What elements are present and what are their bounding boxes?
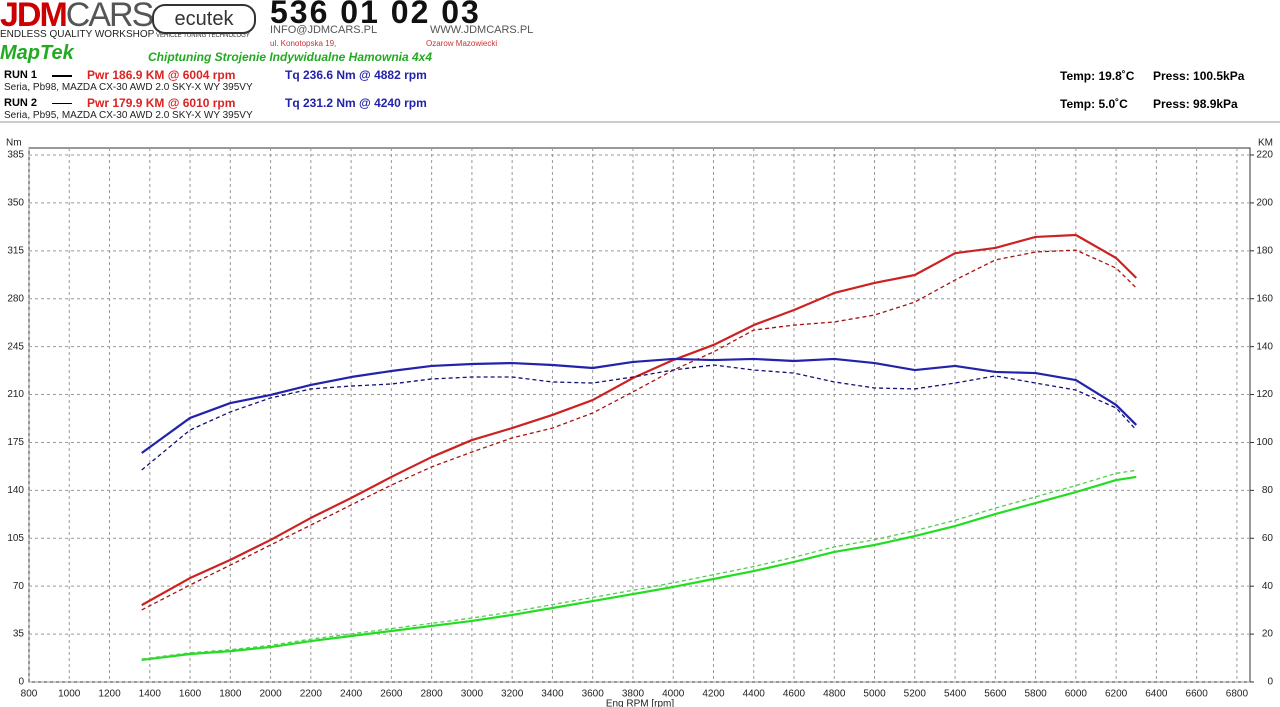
x-tick-label: 4600 — [783, 689, 806, 700]
y-tick-label: 70 — [13, 581, 25, 592]
x-tick-label: 4400 — [743, 689, 766, 700]
x-tick-label: 3600 — [582, 689, 605, 700]
city: Ozarow Mazowiecki — [426, 39, 498, 48]
y-tick-label: 140 — [7, 485, 24, 496]
phone: 536 01 02 03 — [270, 0, 481, 30]
x-tick-label: 4200 — [702, 689, 725, 700]
x-tick-label: 3000 — [461, 689, 484, 700]
x-tick-label: 5000 — [863, 689, 886, 700]
run-temp: Temp: 5.0˚C — [1060, 97, 1128, 111]
y2-tick-label: 80 — [1262, 485, 1274, 496]
y2-tick-label: 200 — [1256, 198, 1273, 209]
y2-tick-label: 40 — [1262, 581, 1274, 592]
run-torque: Tq 236.6 Nm @ 4882 rpm — [285, 68, 427, 82]
run-line — [52, 103, 72, 104]
y2-tick-label: 220 — [1256, 150, 1273, 161]
y-tick-label: 35 — [13, 629, 25, 640]
x-tick-label: 4000 — [662, 689, 685, 700]
street: ul. Konotopska 19, — [270, 39, 337, 48]
x-tick-label: 2400 — [340, 689, 363, 700]
series-line — [141, 357, 1138, 454]
x-tick-label: 5200 — [904, 689, 927, 700]
slogan: Chiptuning Strojenie Indywidualne Hamown… — [148, 50, 433, 64]
x-tick-label: 2800 — [421, 689, 444, 700]
y2-tick-label: 20 — [1262, 629, 1274, 640]
y2-tick-label: 160 — [1256, 293, 1273, 304]
x-tick-label: 5600 — [984, 689, 1007, 700]
y-tick-label: 245 — [7, 341, 24, 352]
x-tick-label: 3200 — [501, 689, 524, 700]
x-tick-label: 800 — [21, 689, 38, 700]
maptek: MapTek — [0, 42, 74, 64]
x-tick-label: 3400 — [541, 689, 564, 700]
y2-tick-label: 140 — [1256, 341, 1273, 352]
run-line — [52, 75, 72, 77]
y2-tick-label: 180 — [1256, 245, 1273, 256]
logo-jdm: JDM — [0, 0, 68, 34]
x-tick-label: 6200 — [1105, 689, 1128, 700]
run-desc: Seria, Pb98, MAZDA CX-30 AWD 2.0 SKY-X W… — [4, 82, 253, 93]
ecutek-logo: ecutek — [152, 4, 256, 34]
series-line — [141, 364, 1137, 471]
run-press: Press: 98.9kPa — [1153, 97, 1238, 111]
x-tick-label: 4800 — [823, 689, 846, 700]
run-desc: Seria, Pb95, MAZDA CX-30 AWD 2.0 SKY-X W… — [4, 110, 253, 121]
x-tick-label: 1200 — [98, 689, 121, 700]
run-label: RUN 2 — [4, 97, 38, 109]
header: JDMCARS ENDLESS QUALITY WORKSHOP ecutek … — [0, 0, 1280, 122]
series-line — [141, 249, 1137, 611]
x-tick-label: 2000 — [259, 689, 282, 700]
x-tick-label: 5400 — [944, 689, 967, 700]
x-tick-label: 1000 — [58, 689, 81, 700]
plot-frame — [28, 147, 1251, 683]
run-power: Pwr 179.9 KM @ 6010 rpm — [87, 96, 236, 110]
y-tick-label: 385 — [7, 150, 24, 161]
series-line — [141, 233, 1138, 607]
logo-cars: CARS — [65, 0, 154, 34]
x-tick-label: 5800 — [1024, 689, 1047, 700]
y2-tick-label: 120 — [1256, 389, 1273, 400]
x-tick-label: 2200 — [300, 689, 323, 700]
y-axis-label: Nm — [6, 138, 22, 149]
x-tick-label: 1600 — [179, 689, 202, 700]
logo: JDMCARS — [0, 0, 154, 35]
series-line — [141, 469, 1137, 660]
x-tick-label: 1400 — [139, 689, 162, 700]
run-torque: Tq 231.2 Nm @ 4240 rpm — [285, 96, 427, 110]
y2-axis-label: KM — [1258, 138, 1273, 149]
email: INFO@JDMCARS.PL — [270, 24, 378, 36]
y-tick-label: 175 — [7, 437, 24, 448]
series-line — [141, 475, 1137, 662]
run-press: Press: 100.5kPa — [1153, 69, 1245, 83]
x-tick-label: 6800 — [1226, 689, 1249, 700]
y2-tick-label: 100 — [1256, 437, 1273, 448]
y-tick-label: 105 — [7, 533, 24, 544]
y2-tick-label: 0 — [1267, 677, 1273, 688]
x-tick-label: 6000 — [1065, 689, 1088, 700]
run-label: RUN 1 — [4, 69, 38, 81]
x-tick-label: 1800 — [219, 689, 242, 700]
y-tick-label: 350 — [7, 198, 24, 209]
run-temp: Temp: 19.8˚C — [1060, 69, 1135, 83]
x-tick-label: 2600 — [380, 689, 403, 700]
y-tick-label: 280 — [7, 293, 24, 304]
y-tick-label: 210 — [7, 389, 24, 400]
y-tick-label: 0 — [18, 677, 24, 688]
www: WWW.JDMCARS.PL — [430, 24, 534, 36]
logo-sub: ENDLESS QUALITY WORKSHOP — [0, 29, 155, 40]
y-tick-label: 315 — [7, 245, 24, 256]
y2-tick-label: 60 — [1262, 533, 1274, 544]
run-power: Pwr 186.9 KM @ 6004 rpm — [87, 68, 236, 82]
x-tick-label: 6400 — [1145, 689, 1168, 700]
x-tick-label: 6600 — [1186, 689, 1209, 700]
ecutek-sub: VEHICLE TUNING TECHNOLOGY — [156, 33, 250, 39]
x-axis-label: Eng RPM [rpm] — [606, 699, 675, 707]
x-tick-label: 3800 — [622, 689, 645, 700]
